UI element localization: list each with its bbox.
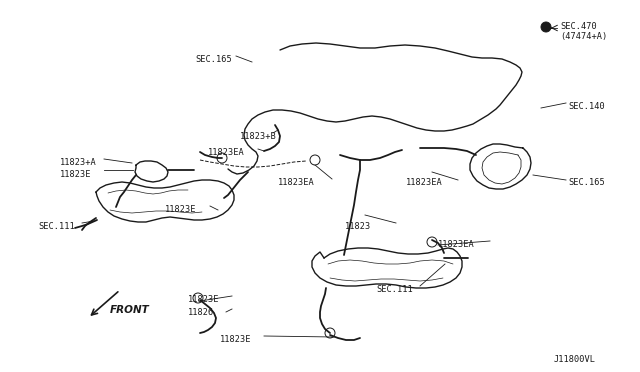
- Text: SEC.470: SEC.470: [560, 22, 596, 31]
- Text: 11823E: 11823E: [60, 170, 92, 179]
- Text: 11823EA: 11823EA: [208, 148, 244, 157]
- Text: SEC.111: SEC.111: [376, 285, 413, 294]
- Text: 11823+B: 11823+B: [240, 132, 276, 141]
- Text: (47474+A): (47474+A): [560, 32, 607, 41]
- Text: 11826: 11826: [188, 308, 214, 317]
- Text: SEC.111: SEC.111: [38, 222, 75, 231]
- Text: 11823+A: 11823+A: [60, 158, 97, 167]
- Text: 11823E: 11823E: [165, 205, 196, 214]
- Text: 11823: 11823: [345, 222, 371, 231]
- Text: 11823EA: 11823EA: [406, 178, 443, 187]
- Text: 11823EA: 11823EA: [278, 178, 315, 187]
- Circle shape: [541, 22, 551, 32]
- Text: FRONT: FRONT: [110, 305, 150, 315]
- Text: J11800VL: J11800VL: [554, 355, 596, 364]
- Text: 11823E: 11823E: [220, 335, 252, 344]
- Text: SEC.140: SEC.140: [568, 102, 605, 111]
- Text: 11823EA: 11823EA: [438, 240, 475, 249]
- Text: 11823E: 11823E: [188, 295, 220, 304]
- Text: SEC.165: SEC.165: [195, 55, 232, 64]
- Text: SEC.165: SEC.165: [568, 178, 605, 187]
